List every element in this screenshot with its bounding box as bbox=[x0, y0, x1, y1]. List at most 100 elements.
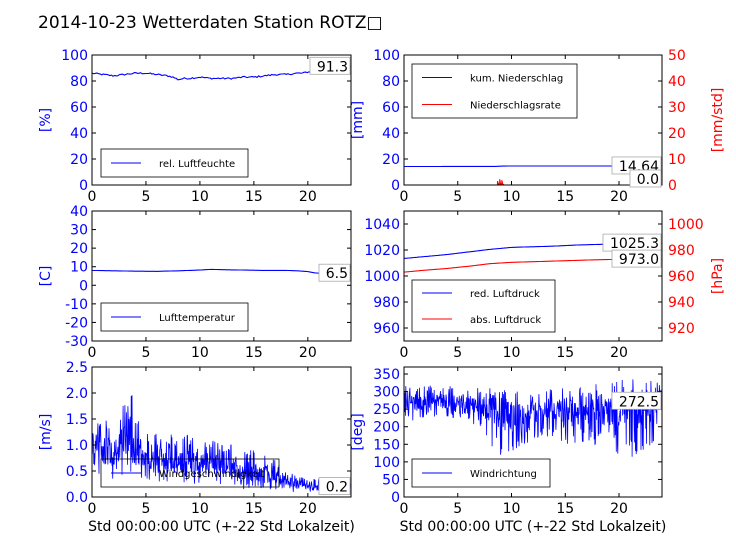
y2-tick-label: 20 bbox=[668, 126, 686, 142]
legend-entry: Windgeschwindigkeit bbox=[159, 469, 265, 480]
y-tick-label: 2.0 bbox=[66, 386, 88, 402]
plot-area bbox=[92, 268, 351, 274]
y-tick-label: 40 bbox=[70, 204, 88, 220]
y2-tick-label: 980 bbox=[668, 243, 695, 259]
plot-area bbox=[404, 379, 662, 457]
y-tick-label: 30 bbox=[70, 223, 88, 239]
y-tick-label: 1000 bbox=[364, 269, 400, 285]
y-tick-label: 300 bbox=[373, 385, 400, 401]
y2-tick-label: 960 bbox=[668, 269, 695, 285]
y-tick-label: 960 bbox=[373, 321, 400, 337]
x-tick-label: 0 bbox=[400, 345, 409, 361]
y-tick-label: 20 bbox=[70, 241, 88, 257]
x-tick-label: 5 bbox=[141, 345, 150, 361]
legend: Lufttemperatur bbox=[100, 302, 249, 332]
x-tick-label: 0 bbox=[400, 501, 409, 517]
axes-frame bbox=[91, 210, 352, 342]
x-tick-label: 5 bbox=[453, 189, 462, 205]
x-tick-label: 10 bbox=[503, 189, 521, 205]
axes-frame bbox=[91, 366, 352, 498]
x-tick-label: 20 bbox=[610, 501, 628, 517]
y2-axis-label: [mm/std] bbox=[710, 88, 726, 153]
y2-tick-label: 1000 bbox=[668, 217, 704, 233]
y2-tick-label: 30 bbox=[668, 100, 686, 116]
y-tick-label: 1040 bbox=[364, 217, 400, 233]
x-tick-label: 0 bbox=[88, 189, 97, 205]
y-tick-label: -30 bbox=[65, 334, 88, 350]
y-tick-label: 150 bbox=[373, 437, 400, 453]
value-label-box bbox=[611, 249, 662, 268]
y2-tick-label: 940 bbox=[668, 295, 695, 311]
value-label: 0.0 bbox=[637, 172, 659, 188]
y-axis-label: [deg] bbox=[350, 413, 366, 450]
legend-entry: rel. Luftfeuchte bbox=[159, 159, 235, 170]
legend-entry: kum. Niederschlag bbox=[470, 74, 563, 85]
x-tick-label: 10 bbox=[503, 501, 521, 517]
y-tick-label: 40 bbox=[382, 126, 400, 142]
x-tick-label: 0 bbox=[88, 501, 97, 517]
x-axis-label: Std 00:00:00 UTC (+-22 Std Lokalzeit) bbox=[400, 519, 667, 535]
y-tick-label: 200 bbox=[373, 420, 400, 436]
x-tick-label: 15 bbox=[245, 189, 263, 205]
x-tick-label: 15 bbox=[245, 345, 263, 361]
y-tick-label: 100 bbox=[373, 455, 400, 471]
plot-area bbox=[92, 65, 351, 81]
y-tick-label: 100 bbox=[61, 48, 88, 64]
y-tick-label: 80 bbox=[382, 74, 400, 90]
x-tick-label: 10 bbox=[191, 501, 209, 517]
value-label: 6.5 bbox=[326, 266, 348, 282]
series-line-windgeschwindigkeit bbox=[92, 395, 351, 492]
legend-box bbox=[100, 302, 249, 332]
x-tick-label: 15 bbox=[556, 345, 574, 361]
value-label-box bbox=[629, 169, 662, 188]
y-tick-label: 350 bbox=[373, 367, 400, 383]
y-tick-label: 80 bbox=[70, 74, 88, 90]
temperature-panel: 0 5 10 15 20 -30 -20 -10 0 10 20 30 40 [C] Lufttempera… bbox=[38, 204, 352, 361]
legend-entry: abs. Luftdruck bbox=[470, 315, 541, 326]
precipitation-panel: 0 5 10 15 20 0 20 40 60 80 100 0 10 20 30 40 50 [mm] [mm/s… bbox=[350, 48, 726, 205]
y2-axis-label: [hPa] bbox=[710, 258, 726, 294]
wind-speed-panel: 0 5 10 15 20 0.0 0.5 1.0 1.5 2.0 2.5 [m/s] Std 00:00… bbox=[38, 360, 355, 535]
value-label: 0.2 bbox=[326, 480, 348, 496]
legend-entry: Windrichtung bbox=[470, 469, 537, 480]
x-tick-label: 10 bbox=[191, 345, 209, 361]
figure-title: 2014-10-23 Wetterdaten Station ROTZ□ bbox=[38, 13, 383, 33]
series-line-lufttemperatur bbox=[92, 268, 351, 274]
value-label: 973.0 bbox=[619, 252, 659, 268]
value-label: 91.3 bbox=[317, 59, 348, 75]
x-tick-label: 20 bbox=[610, 189, 628, 205]
x-tick-label: 5 bbox=[453, 501, 462, 517]
x-tick-label: 5 bbox=[453, 345, 462, 361]
series-line-niederschlagsrate bbox=[404, 179, 662, 185]
x-tick-label: 20 bbox=[299, 345, 317, 361]
legend-box bbox=[100, 458, 280, 488]
x-tick-label: 20 bbox=[299, 189, 317, 205]
value-label-box bbox=[309, 56, 351, 75]
y-tick-label: 0 bbox=[79, 178, 88, 194]
legend: red. Luftdruck abs. Luftdruck bbox=[411, 279, 556, 333]
y-tick-label: 40 bbox=[70, 126, 88, 142]
y-tick-label: 0 bbox=[79, 278, 88, 294]
pressure-panel: 0 5 10 15 20 960 980 1000 1020 1040 920 940 960 980 10… bbox=[364, 210, 726, 361]
y-tick-label: 10 bbox=[70, 260, 88, 276]
legend-box bbox=[100, 148, 249, 178]
y-tick-label: 980 bbox=[373, 295, 400, 311]
value-label-box bbox=[318, 263, 351, 282]
value-label: 1025.3 bbox=[610, 236, 659, 252]
y-tick-label: 1020 bbox=[364, 243, 400, 259]
legend-entry: Lufttemperatur bbox=[159, 313, 236, 324]
y-tick-label: -20 bbox=[65, 315, 88, 331]
x-tick-label: 20 bbox=[610, 345, 628, 361]
y-tick-label: -10 bbox=[65, 297, 88, 313]
x-tick-label: 0 bbox=[400, 189, 409, 205]
axes-frame bbox=[403, 54, 663, 186]
x-tick-label: 10 bbox=[191, 189, 209, 205]
value-label-box bbox=[611, 391, 662, 410]
y-tick-label: 60 bbox=[70, 100, 88, 116]
y-axis-label: [m/s] bbox=[38, 414, 54, 451]
y-tick-label: 60 bbox=[382, 100, 400, 116]
y-axis-label: [%] bbox=[38, 108, 54, 132]
legend-box bbox=[411, 458, 551, 488]
series-line-windrichtung bbox=[404, 379, 662, 457]
